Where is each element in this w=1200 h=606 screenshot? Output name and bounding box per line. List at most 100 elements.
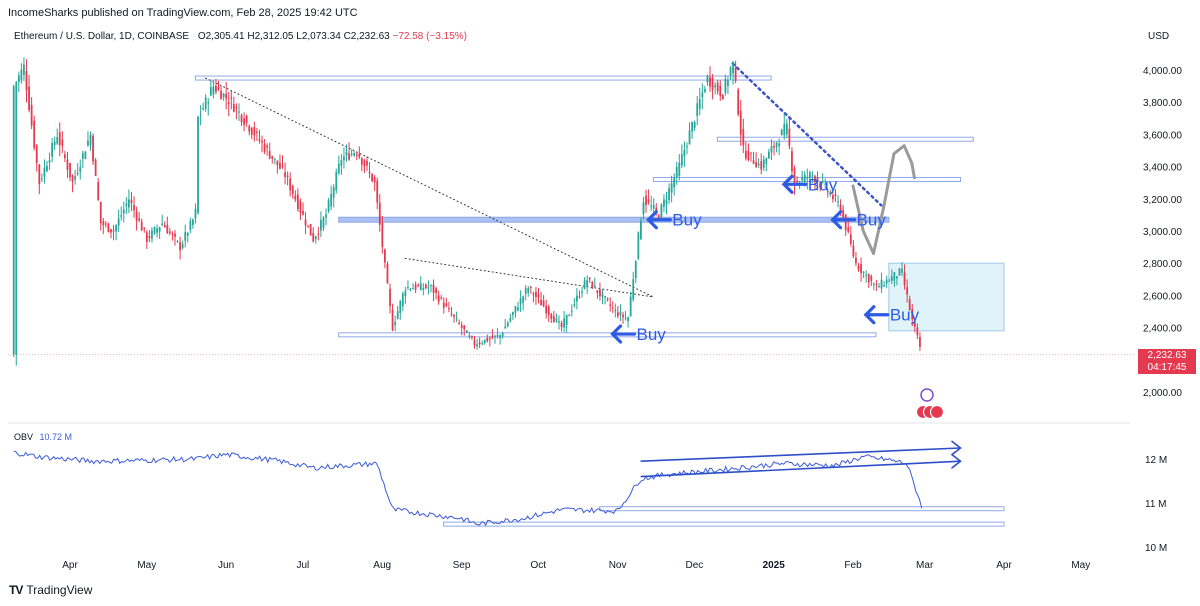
candle-body [688,130,691,145]
candle-body [701,92,704,98]
candle-body [652,205,655,209]
candle-body [268,151,271,159]
candle-body [43,167,46,177]
candle-body [243,118,246,125]
candle-body [66,159,69,170]
candle-body [61,139,64,146]
candle-body [657,215,660,219]
candle-body [307,225,310,227]
candle-body [17,75,20,83]
candle-body [473,340,476,346]
candle-body [23,64,25,75]
candle-body [616,312,619,317]
candle-body [465,330,468,333]
candle-body [665,199,668,205]
candle-body [711,77,714,90]
candle-body [138,218,141,221]
candle-body [640,220,642,240]
bar-countdown: 04:17:45 [1147,362,1187,373]
candle-body [20,69,23,81]
candle-body [683,150,686,157]
candle-body [120,215,123,217]
y-tick-label: 3,000.00 [1143,227,1182,238]
candle-body [867,274,870,283]
candle-body [670,183,673,193]
candle-body [263,143,266,152]
candle-body [110,229,112,233]
candle-body [419,283,422,291]
candle-body [783,124,786,136]
obv-support-zone [443,521,1005,527]
candle-body [586,280,589,287]
candle-body [916,327,919,336]
x-tick-label: Sep [453,560,471,571]
candle-body [143,227,146,230]
obv-y-tick-label: 11 M [1145,499,1167,510]
candle-body [281,165,284,167]
candle-body [716,82,719,92]
candle-body [248,126,251,132]
candle-body [335,171,338,191]
candle-body [296,194,299,210]
symbol-title[interactable]: Ethereum / U.S. Dollar, 1D, COINBASE [14,31,190,42]
candle-body [803,174,806,183]
support-resistance-zone [338,332,877,338]
candles-group [12,57,921,366]
candle-body [181,243,184,248]
candle-body [337,163,340,173]
candle-body [888,280,891,282]
y-tick-label: 4,000.00 [1143,66,1182,77]
candle-body [788,128,791,146]
candle-body [785,123,788,135]
candle-body [79,167,82,172]
candle-body [273,158,276,160]
candle-body [901,269,903,273]
candle-body [74,176,77,180]
candle-body [424,284,427,288]
economic-event-flag-icon [929,404,945,420]
obv-support-zone [599,506,1005,512]
candle-body [99,201,102,224]
y-tick-label: 2,600.00 [1143,291,1182,302]
candle-body [565,314,568,326]
candle-body [558,321,560,323]
candle-body [816,177,819,182]
candle-body [529,286,532,288]
candle-body [325,214,327,218]
candle-body [698,99,701,109]
candle-body [545,305,548,314]
y-tick-label: 3,200.00 [1143,195,1182,206]
candle-body [896,276,898,279]
buy-annotation: Buy [636,325,666,344]
tradingview-brand[interactable]: TV TradingView [9,583,92,597]
candle-body [552,316,555,323]
y-tick-label: 3,800.00 [1143,98,1182,109]
candle-body [706,75,709,83]
candle-body [199,114,202,116]
candle-body [389,288,391,306]
candle-body [30,105,33,126]
candle-body [266,145,269,148]
candle-body [770,146,773,153]
candle-body [327,200,330,212]
y-tick-label: 3,600.00 [1143,130,1182,141]
x-tick-label: Jun [218,560,234,571]
candle-body [179,242,182,251]
candle-body [619,311,622,316]
candle-body [430,285,432,287]
candle-body [517,307,519,311]
candle-body [363,159,366,167]
candle-body [739,110,742,135]
candle-body [102,221,105,226]
candle-body [168,231,171,234]
candle-body [481,343,484,345]
candle-body [450,313,453,315]
trendline [404,257,654,298]
arrow-right-icon [951,440,962,456]
candle-body [778,143,781,146]
candle-body [156,228,158,233]
last-price-tag: 2,232.63 04:17:45 [1138,349,1196,374]
candle-body [414,284,417,290]
candle-body [171,233,174,235]
